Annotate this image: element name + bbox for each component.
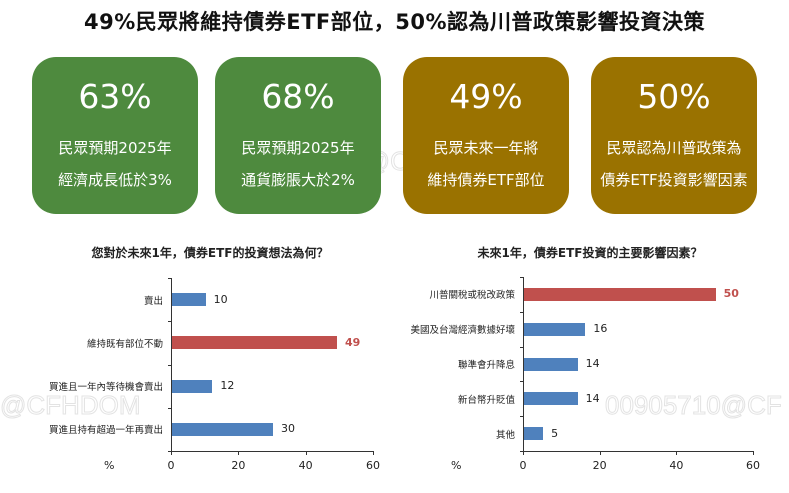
- x-axis-unit: %: [104, 459, 115, 472]
- category-label: 賣出: [143, 295, 163, 307]
- stat-label-line1: 民眾預期2025年: [241, 139, 355, 157]
- stat-value: 68%: [261, 77, 335, 116]
- x-tick-label: 20: [592, 459, 607, 472]
- x-tick: [238, 451, 240, 455]
- y-tick: [168, 451, 172, 452]
- y-tick: [168, 321, 172, 323]
- bar: [172, 379, 213, 393]
- stat-label-line1: 民眾預期2025年: [58, 139, 172, 157]
- x-tick: [753, 451, 754, 455]
- stat-label-line2: 經濟成長低於3%: [58, 171, 172, 189]
- bar: [524, 392, 578, 406]
- category-label: 川普關稅或稅改政策: [429, 290, 515, 302]
- value-label: 14: [585, 391, 600, 405]
- x-tick-label: 0: [167, 459, 175, 472]
- x-tick-label: 40: [298, 459, 313, 472]
- x-tick: [599, 451, 601, 455]
- x-axis: [171, 451, 373, 452]
- value-label: 16: [593, 322, 608, 336]
- stat-card-gdp: 63% 民眾預期2025年 經濟成長低於3%: [32, 57, 198, 214]
- stat-card-inflation: 68% 民眾預期2025年 通貨膨脹大於2%: [215, 57, 381, 214]
- category-label: 買進且一年內等待機會賣出: [48, 382, 163, 394]
- y-axis: [523, 277, 524, 451]
- bar: [172, 293, 206, 307]
- category-label: 維持既有部位不動: [86, 338, 163, 350]
- value-label: 50: [723, 287, 739, 301]
- y-tick: [520, 381, 524, 383]
- x-tick-label: 60: [746, 459, 760, 472]
- x-tick-label: 0: [519, 459, 527, 472]
- x-tick-label: 60: [366, 459, 380, 472]
- x-tick: [676, 451, 678, 455]
- value-label: 30: [281, 422, 295, 436]
- stat-card-hold-etf: 49% 民眾未來一年將 維持債券ETF部位: [403, 57, 569, 214]
- value-label: 5: [551, 426, 559, 440]
- bar: [172, 422, 273, 436]
- page-title: 49%民眾將維持債券ETF部位，50%認為川普政策影響投資決策: [83, 10, 706, 34]
- chart-title-right: 未來1年，債券ETF投資的主要影響因素？: [477, 246, 703, 260]
- y-tick: [520, 451, 524, 452]
- watermark: 00905710@CF: [605, 390, 783, 421]
- value-label: 14: [585, 357, 600, 370]
- bar: [524, 322, 586, 336]
- x-tick-label: 40: [669, 459, 684, 472]
- watermark: @CFHDOM: [0, 390, 141, 421]
- bar: [524, 357, 578, 371]
- stat-label-line2: 債券ETF投資影響因素: [600, 171, 748, 189]
- category-label: 買進且持有超過一年再賣出: [48, 425, 163, 437]
- y-tick: [168, 278, 172, 279]
- x-axis: [523, 451, 753, 452]
- value-label: 49: [344, 335, 361, 349]
- y-tick: [520, 277, 524, 278]
- category-label: 聯準會升降息: [457, 360, 515, 371]
- value-label: 12: [220, 379, 235, 393]
- x-tick: [171, 451, 172, 455]
- bar-highlight: [172, 336, 337, 350]
- stat-value: 49%: [449, 77, 523, 116]
- bar: [524, 427, 544, 441]
- y-tick: [520, 346, 524, 348]
- stat-label-line1: 民眾未來一年將: [433, 139, 539, 157]
- value-label: 10: [213, 292, 228, 306]
- stat-label-line2: 維持債券ETF部位: [427, 171, 545, 189]
- y-tick: [520, 311, 524, 313]
- bar-highlight: [524, 287, 716, 301]
- x-tick-label: 20: [231, 459, 246, 472]
- stat-value: 63%: [78, 77, 152, 116]
- y-tick: [168, 364, 172, 366]
- stat-card-trump-policy: 50% 民眾認為川普政策為 債券ETF投資影響因素: [591, 57, 757, 214]
- category-label: 新台幣升貶值: [457, 394, 515, 406]
- category-label: 美國及台灣經濟數據好壞: [410, 325, 515, 337]
- x-tick: [305, 451, 307, 455]
- x-tick: [373, 451, 374, 455]
- x-axis-unit: %: [451, 459, 462, 472]
- stat-label-line2: 通貨膨脹大於2%: [241, 171, 355, 189]
- stat-value: 50%: [637, 77, 711, 116]
- y-tick: [168, 407, 172, 409]
- stat-label-line1: 民眾認為川普政策為: [606, 139, 742, 157]
- x-tick: [523, 451, 524, 455]
- category-label: 其他: [495, 429, 515, 441]
- chart-title-left: 您對於未來1年，債券ETF的投資想法為何？: [91, 246, 329, 260]
- y-tick: [520, 416, 524, 418]
